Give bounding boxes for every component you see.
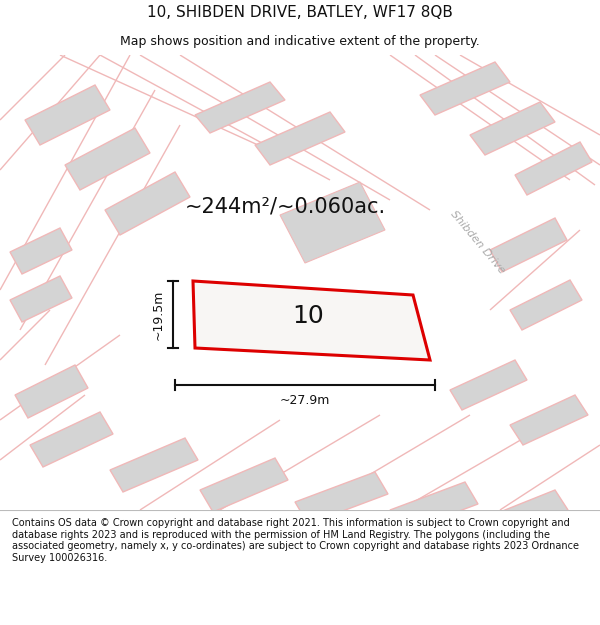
Text: 10: 10 [292, 304, 323, 328]
Polygon shape [193, 281, 430, 360]
Text: Contains OS data © Crown copyright and database right 2021. This information is : Contains OS data © Crown copyright and d… [12, 518, 579, 563]
Polygon shape [490, 218, 567, 272]
Polygon shape [65, 128, 150, 190]
Polygon shape [15, 365, 88, 418]
Text: Shibden Drive: Shibden Drive [449, 209, 507, 276]
Polygon shape [420, 62, 510, 115]
Polygon shape [510, 395, 588, 445]
Polygon shape [390, 482, 478, 532]
Polygon shape [25, 85, 110, 145]
Polygon shape [470, 102, 555, 155]
Polygon shape [10, 276, 72, 322]
Text: 10, SHIBDEN DRIVE, BATLEY, WF17 8QB: 10, SHIBDEN DRIVE, BATLEY, WF17 8QB [147, 4, 453, 19]
Polygon shape [450, 360, 527, 410]
Polygon shape [200, 458, 288, 512]
Polygon shape [295, 472, 388, 524]
Polygon shape [110, 438, 198, 492]
Polygon shape [480, 490, 568, 542]
Text: ~27.9m: ~27.9m [280, 394, 330, 408]
Polygon shape [255, 112, 345, 165]
Text: ~19.5m: ~19.5m [151, 289, 164, 340]
Text: Map shows position and indicative extent of the property.: Map shows position and indicative extent… [120, 35, 480, 48]
Polygon shape [10, 228, 72, 274]
Polygon shape [280, 182, 385, 263]
Polygon shape [30, 412, 113, 467]
Polygon shape [515, 142, 592, 195]
Polygon shape [510, 280, 582, 330]
Polygon shape [105, 172, 190, 235]
Text: ~244m²/~0.060ac.: ~244m²/~0.060ac. [184, 197, 386, 217]
Polygon shape [195, 82, 285, 133]
